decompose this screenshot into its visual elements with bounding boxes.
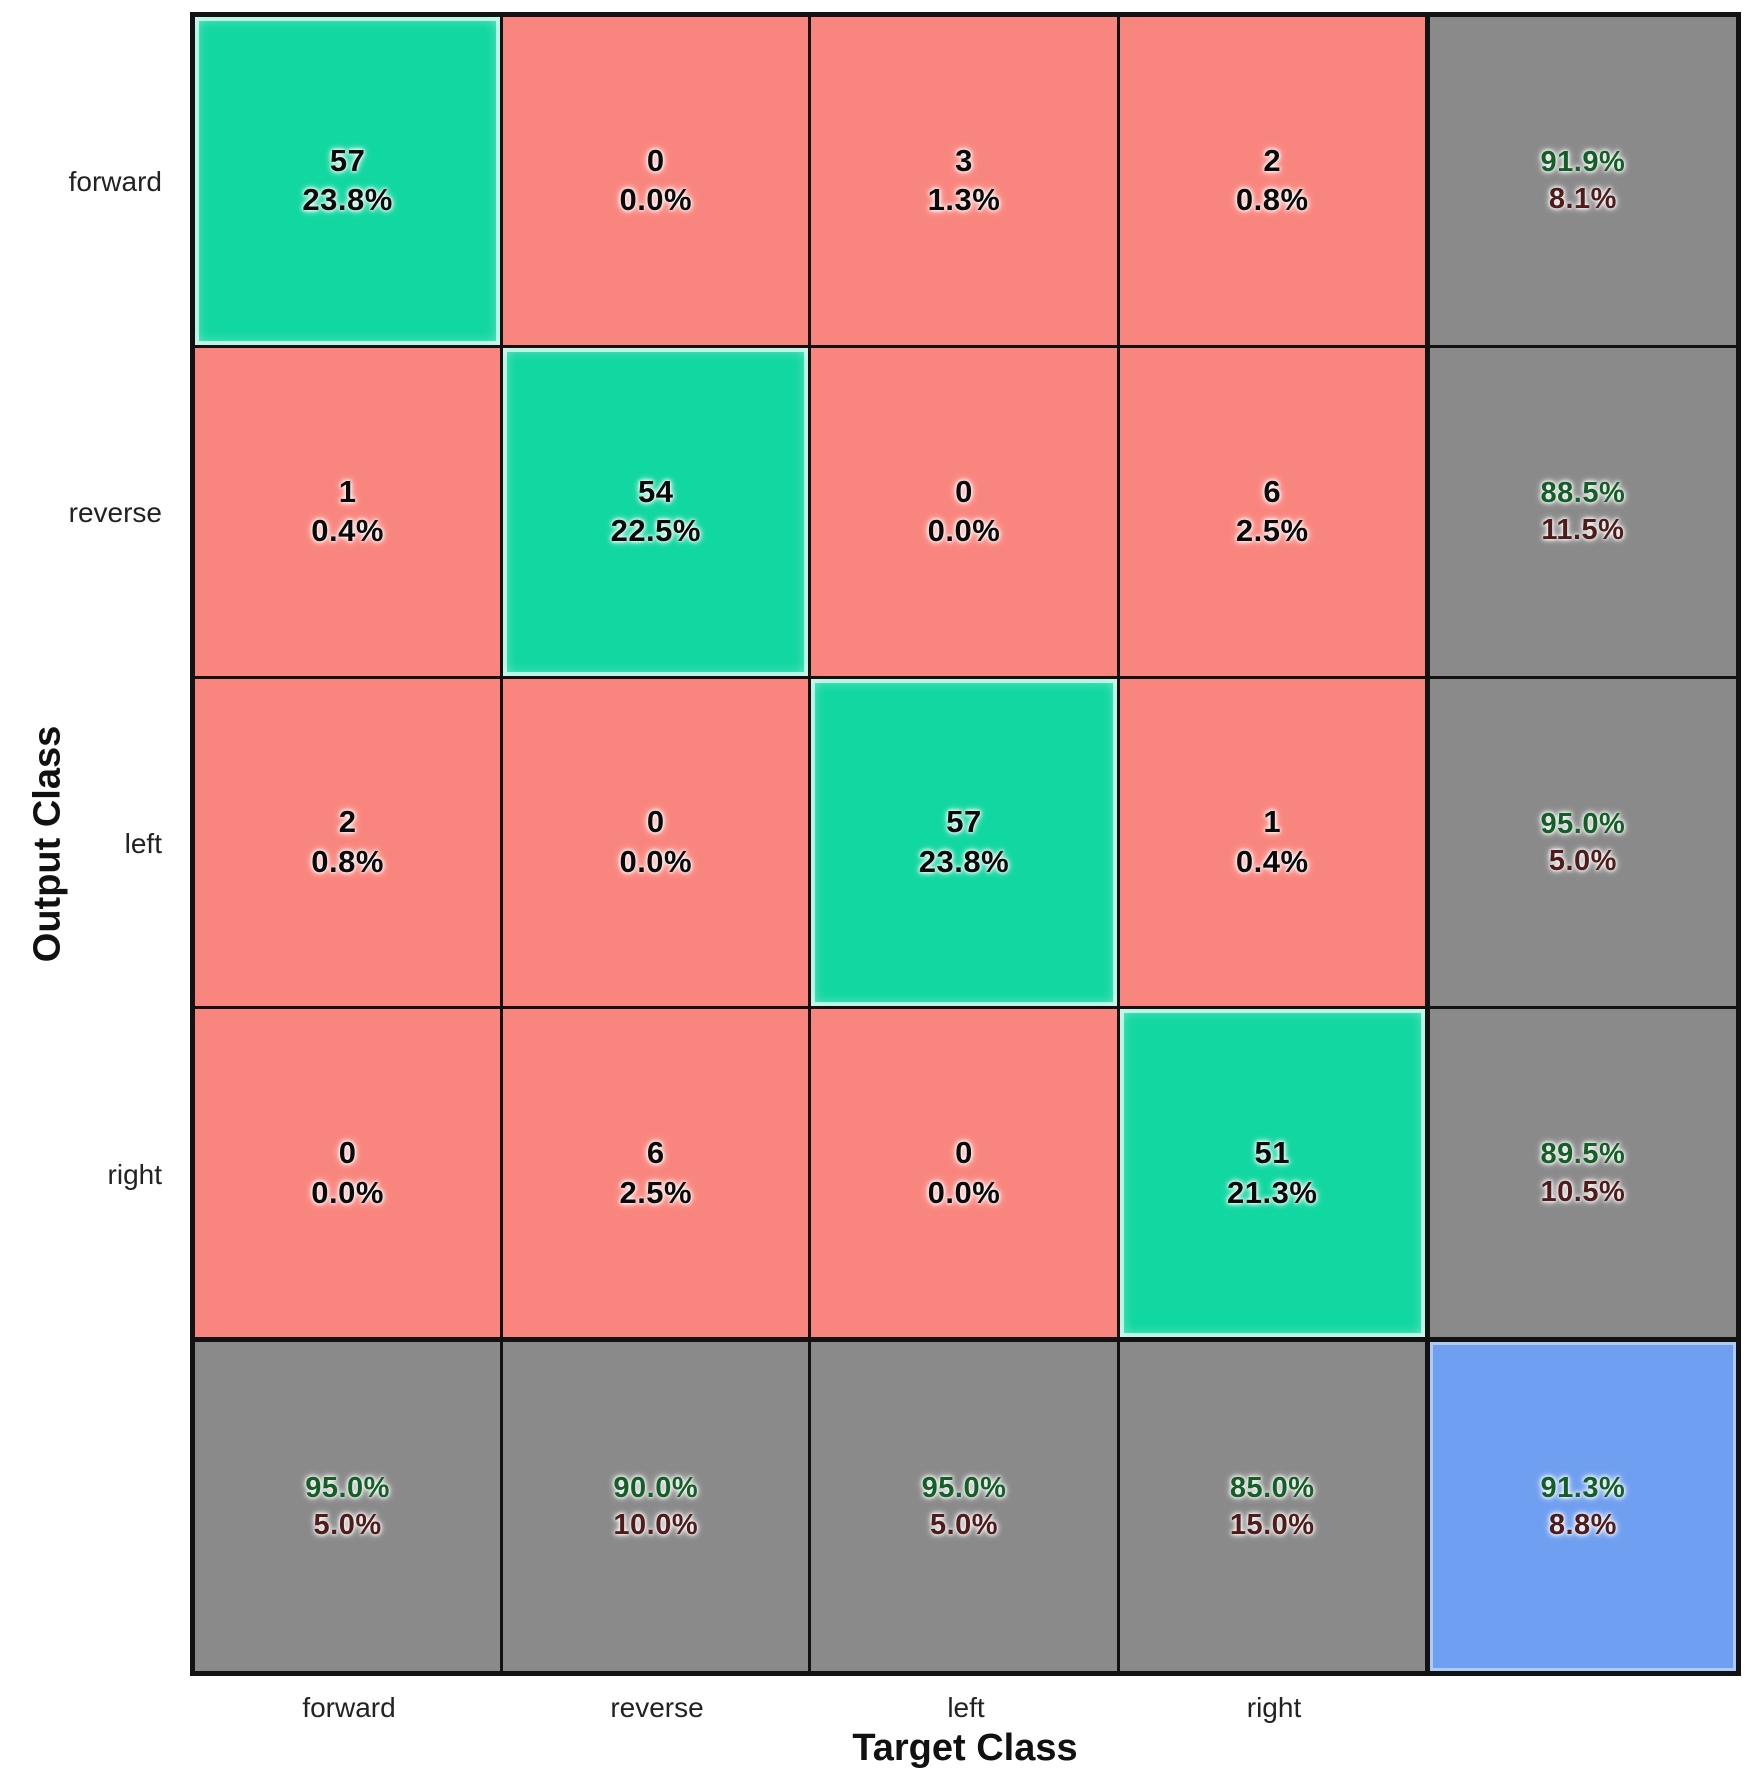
- cell-count: 0: [955, 1135, 973, 1171]
- matrix-cell-r3c4-row-summary: 89.5% 10.5%: [1427, 1009, 1736, 1341]
- x-tick-left: left: [947, 1692, 985, 1723]
- cell-bad-percent: 5.0%: [313, 1509, 382, 1542]
- cell-percent: 0.0%: [927, 1174, 1001, 1210]
- cell-percent: 23.8%: [302, 182, 393, 218]
- cell-good-percent: 91.9%: [1540, 145, 1626, 178]
- matrix-cell-r3c1: 6 2.5%: [503, 1009, 812, 1341]
- matrix-cell-r0c4-row-summary: 91.9% 8.1%: [1427, 17, 1736, 348]
- cell-bad-percent: 8.8%: [1548, 1509, 1617, 1542]
- cell-percent: 23.8%: [918, 843, 1010, 879]
- matrix-cell-r4c4-overall-accuracy: 91.3% 8.8%: [1427, 1340, 1736, 1671]
- matrix-cell-r0c2: 3 1.3%: [811, 17, 1120, 348]
- matrix-cell-r1c3: 6 2.5%: [1119, 347, 1428, 679]
- cell-percent: 0.0%: [927, 513, 1001, 549]
- cell-percent: 0.4%: [311, 513, 384, 549]
- cell-bad-percent: 5.0%: [1548, 844, 1617, 877]
- cell-good-percent: 95.0%: [305, 1471, 390, 1504]
- x-tick-reverse: reverse: [610, 1692, 704, 1723]
- matrix-cell-r0c3: 2 0.8%: [1119, 17, 1428, 348]
- matrix-cell-r2c3: 1 0.4%: [1119, 678, 1428, 1010]
- x-axis-title: Target Class: [852, 1727, 1078, 1769]
- cell-percent: 2.5%: [1235, 513, 1309, 549]
- cell-count: 0: [338, 1135, 357, 1171]
- matrix-cell-r1c0: 1 0.4%: [195, 347, 504, 679]
- cell-good-percent: 95.0%: [921, 1471, 1007, 1504]
- cell-count: 57: [329, 142, 366, 178]
- cell-count: 0: [646, 804, 665, 840]
- y-tick-left: left: [124, 828, 162, 859]
- matrix-cell-r2c2: 57 23.8%: [811, 678, 1120, 1010]
- cell-good-percent: 95.0%: [1540, 807, 1626, 840]
- cell-count: 2: [1263, 142, 1282, 178]
- cell-good-percent: 89.5%: [1540, 1138, 1626, 1171]
- cell-percent: 0.0%: [619, 843, 693, 879]
- cell-bad-percent: 10.0%: [613, 1509, 699, 1542]
- cell-percent: 0.8%: [1235, 182, 1309, 218]
- cell-bad-percent: 15.0%: [1229, 1509, 1315, 1542]
- matrix-cell-r0c0: 57 23.8%: [195, 17, 504, 348]
- matrix-cell-r3c3: 51 21.3%: [1119, 1009, 1428, 1341]
- matrix-cell-r4c1-col-summary: 90.0% 10.0%: [503, 1340, 812, 1671]
- cell-bad-percent: 11.5%: [1541, 514, 1625, 547]
- matrix-cell-r4c2-col-summary: 95.0% 5.0%: [811, 1340, 1120, 1671]
- cell-count: 3: [955, 142, 973, 178]
- cell-count: 57: [946, 804, 982, 840]
- cell-percent: 21.3%: [1226, 1174, 1318, 1210]
- matrix-cell-r1c1: 54 22.5%: [503, 347, 812, 679]
- matrix-cell-r4c3-col-summary: 85.0% 15.0%: [1119, 1340, 1428, 1671]
- matrix-cell-r2c4-row-summary: 95.0% 5.0%: [1427, 678, 1736, 1010]
- y-tick-right: right: [107, 1159, 162, 1190]
- cell-good-percent: 88.5%: [1540, 476, 1626, 509]
- cell-count: 2: [338, 804, 357, 840]
- cell-percent: 0.8%: [311, 843, 384, 879]
- cell-percent: 0.0%: [619, 182, 693, 218]
- cell-count: 6: [1263, 473, 1282, 509]
- matrix-cell-r3c0: 0 0.0%: [195, 1009, 504, 1341]
- cell-count: 51: [1254, 1135, 1290, 1171]
- matrix-cell-r0c1: 0 0.0%: [503, 17, 812, 348]
- confusion-matrix-grid: 57 23.8% 0 0.0% 3 1.3% 2 0.8% 91.9% 8.1%…: [190, 12, 1741, 1676]
- matrix-cell-r2c1: 0 0.0%: [503, 678, 812, 1010]
- y-tick-reverse: reverse: [68, 497, 162, 528]
- cell-percent: 1.3%: [927, 182, 1001, 218]
- cell-percent: 0.0%: [311, 1174, 384, 1210]
- cell-count: 54: [638, 473, 674, 509]
- matrix-cell-r1c4-row-summary: 88.5% 11.5%: [1427, 347, 1736, 679]
- cell-bad-percent: 5.0%: [929, 1509, 999, 1542]
- cell-count: 1: [1263, 804, 1282, 840]
- x-tick-right: right: [1246, 1692, 1302, 1723]
- cell-good-percent: 91.3%: [1540, 1471, 1626, 1504]
- cell-bad-percent: 10.5%: [1540, 1175, 1626, 1208]
- cell-count: 1: [338, 473, 357, 509]
- matrix-cell-r1c2: 0 0.0%: [811, 347, 1120, 679]
- matrix-cell-r3c2: 0 0.0%: [811, 1009, 1120, 1341]
- cell-good-percent: 90.0%: [613, 1471, 699, 1504]
- cell-count: 6: [646, 1135, 665, 1171]
- cell-bad-percent: 8.1%: [1548, 183, 1617, 216]
- cell-percent: 0.4%: [1235, 843, 1309, 879]
- x-tick-forward: forward: [302, 1692, 396, 1723]
- matrix-cell-r4c0-col-summary: 95.0% 5.0%: [195, 1340, 504, 1671]
- cell-good-percent: 85.0%: [1229, 1471, 1315, 1504]
- cell-percent: 2.5%: [619, 1174, 693, 1210]
- cell-percent: 22.5%: [610, 513, 701, 549]
- cell-count: 0: [955, 473, 973, 509]
- cell-count: 0: [646, 142, 665, 178]
- matrix-cell-r2c0: 2 0.8%: [195, 678, 504, 1010]
- y-tick-forward: forward: [68, 166, 162, 197]
